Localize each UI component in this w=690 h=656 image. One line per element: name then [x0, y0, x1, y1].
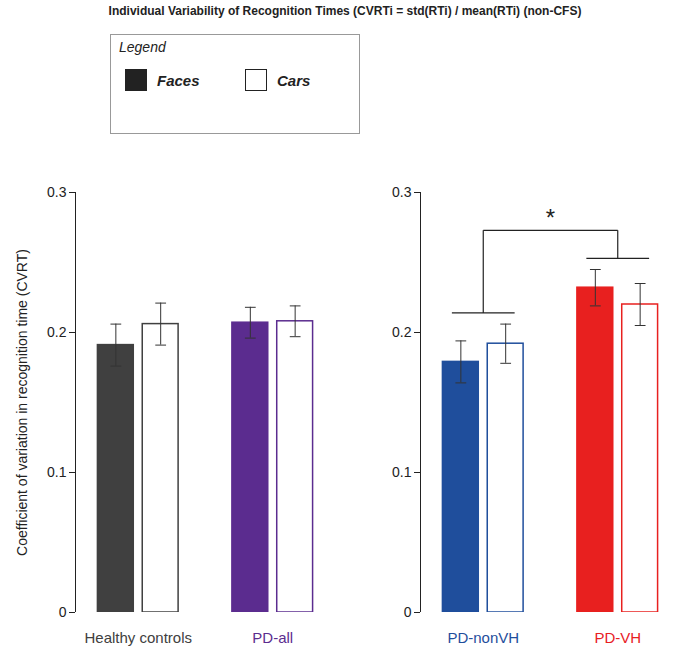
html-text:Faces: Faces: [157, 71, 200, 89]
svg-text:PD-nonVH: PD-nonVH: [447, 629, 519, 646]
svg-text:0.3: 0.3: [47, 184, 67, 200]
svg-text:PD-all: PD-all: [252, 629, 293, 646]
svg-text:0: 0: [404, 604, 412, 620]
svg-text:PD-VH: PD-VH: [594, 629, 641, 646]
html-text:Individual Variability of Reco: Individual Variability of Recognition Ti…: [108, 4, 582, 18]
svg-text:0.2: 0.2: [47, 324, 67, 340]
svg-text:0.1: 0.1: [47, 464, 67, 480]
svg-text:Coefficient of variation in re: Coefficient of variation in recognition …: [14, 249, 30, 556]
html-text:Cars: Cars: [277, 71, 311, 89]
svg-text:Healthy controls: Healthy controls: [84, 629, 192, 646]
svg-text:0: 0: [59, 604, 67, 620]
svg-text:*: *: [546, 204, 555, 231]
svg-text:0.1: 0.1: [392, 464, 412, 480]
svg-text:0.3: 0.3: [392, 184, 412, 200]
html-text:Legend: Legend: [119, 39, 166, 55]
svg-text:0.2: 0.2: [392, 324, 412, 340]
